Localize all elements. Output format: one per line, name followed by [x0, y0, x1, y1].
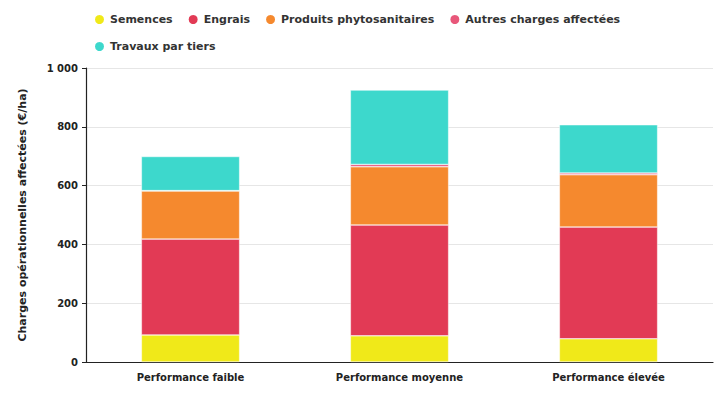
svg-text:400: 400	[57, 239, 78, 250]
svg-text:0: 0	[71, 357, 78, 368]
svg-text:Engrais: Engrais	[204, 13, 251, 26]
svg-text:Charges opérationnelles affect: Charges opérationnelles affectées (€/ha)	[16, 88, 29, 341]
svg-text:Travaux par tiers: Travaux par tiers	[110, 40, 216, 53]
svg-text:Autres charges affectées: Autres charges affectées	[465, 13, 620, 26]
svg-text:600: 600	[57, 180, 78, 191]
svg-text:Performance élevée: Performance élevée	[552, 372, 665, 383]
svg-text:Performance moyenne: Performance moyenne	[336, 372, 464, 383]
svg-text:Semences: Semences	[110, 13, 173, 26]
svg-text:Performance faible: Performance faible	[137, 372, 245, 383]
svg-text:1 000: 1 000	[47, 63, 78, 74]
svg-text:200: 200	[57, 298, 78, 309]
svg-text:800: 800	[57, 121, 78, 132]
svg-text:Produits phytosanitaires: Produits phytosanitaires	[281, 13, 435, 26]
